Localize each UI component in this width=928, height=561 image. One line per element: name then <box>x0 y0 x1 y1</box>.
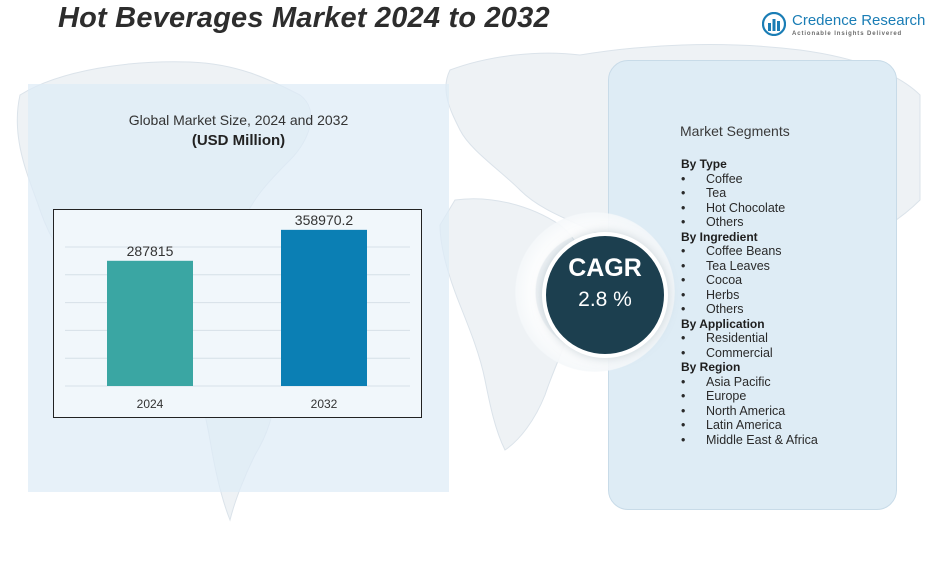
segment-item: • Latin America <box>681 418 901 433</box>
cagr-value: 2.8 % <box>578 288 632 311</box>
x-tick-label: 2032 <box>311 397 338 411</box>
bullet-icon: • <box>681 186 686 200</box>
segment-item-label: Herbs <box>706 287 740 302</box>
bar-2032 <box>281 229 367 386</box>
bullet-icon: • <box>681 244 686 258</box>
bar-chart: 287815 2024 358970.2 2032 <box>53 209 423 424</box>
bar-value-label: 358970.2 <box>295 212 354 228</box>
chart-labels: 287815 2024 358970.2 2032 <box>127 212 354 411</box>
segment-item: • Tea Leaves <box>681 259 901 274</box>
chart-subtitle: (USD Million) <box>191 132 286 149</box>
brand-logo-icon <box>762 12 786 36</box>
segment-item: • Europe <box>681 389 901 404</box>
bullet-icon: • <box>681 418 686 432</box>
segment-group-title: By Region <box>681 360 741 374</box>
cagr-label: CAGR <box>568 254 642 282</box>
segment-group-title: By Type <box>681 157 727 171</box>
segment-item-label: Middle East & Africa <box>706 432 818 447</box>
segment-item: • North America <box>681 404 901 419</box>
segment-item: • Residential <box>681 331 901 346</box>
bullet-icon: • <box>681 331 686 345</box>
segment-item-label: Europe <box>706 389 747 403</box>
segment-item-label: Hot Chocolate <box>706 200 786 215</box>
segment-item-label: Latin America <box>706 418 782 432</box>
bullet-icon: • <box>681 403 686 418</box>
segment-item-label: Others <box>706 215 744 229</box>
bullet-icon: • <box>681 200 686 215</box>
segment-item: • Cocoa <box>681 273 901 288</box>
bullet-icon: • <box>681 389 686 403</box>
cagr-badge: CAGR 2.8 % <box>542 232 668 358</box>
bullet-icon: • <box>681 302 686 316</box>
segment-item-label: Tea <box>706 186 727 200</box>
bullet-icon: • <box>681 258 686 273</box>
segment-item: • Others <box>681 302 901 317</box>
segment-item-label: Tea Leaves <box>706 258 770 273</box>
bullet-icon: • <box>681 215 686 229</box>
bar-value-label: 287815 <box>127 243 174 259</box>
bullet-icon: • <box>681 287 686 302</box>
segments-heading: Market Segments <box>680 123 790 139</box>
page-title: Hot Beverages Market 2024 to 2032 <box>58 2 550 34</box>
segment-group-title: By Application <box>681 316 765 331</box>
segment-item-label: Coffee Beans <box>706 244 782 258</box>
segment-item: • Coffee Beans <box>681 244 901 259</box>
segment-item: • Coffee <box>681 172 901 187</box>
segment-item: • Middle East & Africa <box>681 433 901 448</box>
segment-item: • Hot Chocolate <box>681 201 901 216</box>
bullet-icon: • <box>681 171 686 186</box>
segments-list: By Type • Coffee • Tea • Hot Chocolate • Others B… <box>681 157 901 447</box>
brand-name: Credence Research <box>792 12 926 29</box>
bullet-icon: • <box>681 374 686 389</box>
segment-item: • Herbs <box>681 288 901 303</box>
segment-item-label: Commercial <box>706 345 773 360</box>
segment-item-label: Residential <box>706 331 768 345</box>
segment-item-label: North America <box>706 403 786 418</box>
segment-item-label: Coffee <box>706 171 743 186</box>
segment-item: • Commercial <box>681 346 901 361</box>
chart-title: Global Market Size, 2024 and 2032 <box>128 112 349 128</box>
bullet-icon: • <box>681 273 686 287</box>
segment-item: • Asia Pacific <box>681 375 901 390</box>
brand-tagline: Actionable Insights Delivered <box>792 31 903 37</box>
segment-group-title: By Ingredient <box>681 229 758 244</box>
segment-item: • Tea <box>681 186 901 201</box>
bullet-icon: • <box>681 432 686 447</box>
x-tick-label: 2024 <box>137 397 164 411</box>
chart-bars <box>107 229 367 386</box>
bar-chart-svg: 287815 2024 358970.2 2032 <box>53 209 422 418</box>
bullet-icon: • <box>681 345 686 360</box>
segment-item-label: Asia Pacific <box>706 374 771 389</box>
segment-item-label: Cocoa <box>706 273 743 287</box>
segment-item: • Others <box>681 215 901 230</box>
segment-item-label: Others <box>706 302 744 316</box>
bar-2024 <box>107 260 193 386</box>
